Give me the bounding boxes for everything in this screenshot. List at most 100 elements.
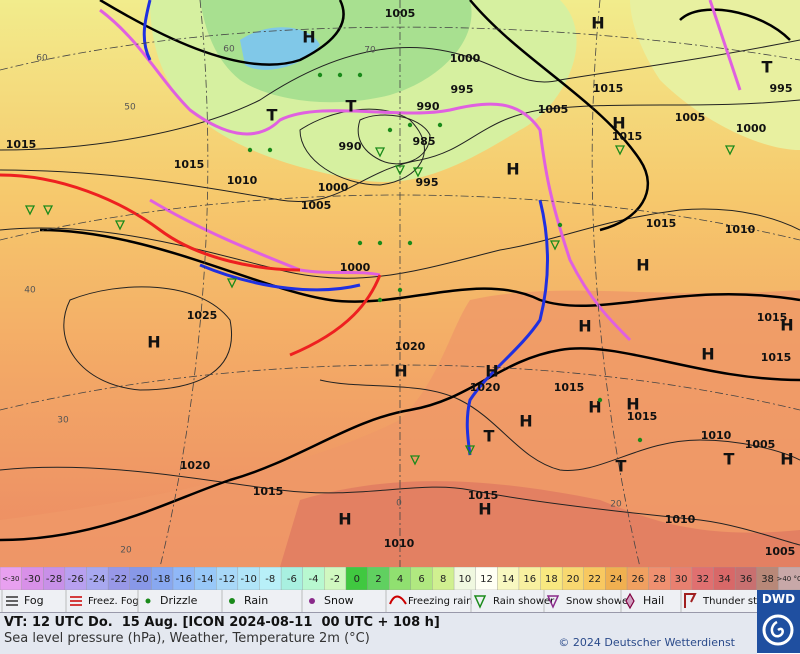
pressure-label: 995	[770, 82, 793, 95]
rain-symbol	[357, 240, 363, 246]
scale-label: -14	[197, 574, 213, 585]
graticule-line	[159, 0, 209, 567]
scale-label: <-30	[2, 575, 19, 583]
scale-label: -6	[287, 574, 297, 585]
scale-label: 36	[740, 574, 753, 585]
rain-symbol	[387, 127, 393, 133]
grid-label: 20	[610, 500, 622, 510]
scale-label: -18	[154, 574, 170, 585]
pressure-label: 995	[451, 83, 474, 96]
pressure-label: 1005	[765, 545, 796, 558]
graticule-line	[0, 26, 800, 71]
logo: DWD	[757, 590, 800, 653]
occluded-front	[99, 8, 632, 342]
rain-symbol	[377, 240, 383, 246]
graticule-line	[591, 0, 641, 567]
logo-swirl	[770, 620, 784, 638]
pressure-center: H	[394, 362, 407, 381]
legend-icon	[684, 593, 697, 608]
warm-front	[0, 173, 301, 272]
pressure-label: 1015	[761, 351, 792, 364]
pressure-label: 990	[417, 100, 440, 113]
scale-label: -16	[176, 574, 192, 585]
pressure-label: 1020	[395, 340, 426, 353]
pressure-label: 1000	[736, 122, 767, 135]
grid-label: 70	[364, 46, 376, 56]
grid-label: 60	[223, 45, 235, 55]
map: 1005 1000 995 990 985 990 995 1000 1005 1010 1015 1…	[0, 0, 800, 567]
pressure-label: 1025	[187, 309, 218, 322]
pressure-center: H	[478, 500, 491, 519]
legend-icon	[145, 598, 151, 604]
legend-label: Hail	[643, 594, 664, 607]
grid-label: 30	[57, 416, 69, 426]
legend-label: Thunder storm	[702, 596, 777, 607]
rain-symbol	[557, 222, 563, 228]
grid-label: 0	[396, 499, 402, 509]
rain-symbol	[397, 287, 403, 293]
pressure-label: 1015	[174, 158, 205, 171]
scale-label: 12	[480, 574, 493, 585]
pressure-label: 990	[339, 140, 362, 153]
warm-front	[289, 274, 382, 357]
shower-symbol	[374, 147, 386, 158]
shower-symbol	[412, 167, 424, 178]
shower-symbol	[464, 445, 476, 456]
rain-symbol	[377, 297, 383, 303]
scale-label: 22	[588, 574, 601, 585]
pressure-center: H	[612, 114, 625, 133]
pressure-center: H	[636, 256, 649, 275]
pressure-label: 1005	[745, 438, 776, 451]
pressure-label: 995	[416, 176, 439, 189]
rain-symbol	[637, 437, 643, 443]
isobar	[63, 286, 232, 391]
legend-label: Fog	[24, 594, 44, 607]
shower-symbol	[549, 240, 561, 251]
pressure-label: 1000	[450, 52, 481, 65]
pressure-label: 1015	[646, 217, 677, 230]
hot-area	[280, 481, 800, 567]
isobar-thick	[39, 228, 800, 307]
pressure-center: T	[724, 450, 735, 469]
rain-symbol	[317, 72, 323, 78]
pressure-center: T	[762, 58, 773, 77]
occluded-front	[149, 198, 381, 277]
map-labels: 1005 1000 995 990 985 990 995 1000 1005 1010 1015 1…	[6, 7, 796, 558]
grid-label: 60	[36, 54, 48, 64]
pressure-center: H	[591, 14, 604, 33]
rain-symbol	[597, 397, 603, 403]
scale-label: 18	[545, 574, 558, 585]
pressure-label: 1015	[627, 410, 658, 423]
scale-label: 34	[718, 574, 731, 585]
legend-icon	[473, 595, 487, 609]
pressure-label: 1010	[701, 429, 732, 442]
graticule-line	[0, 364, 800, 411]
occluded-front	[708, 0, 742, 91]
pressure-label: 1005	[538, 103, 569, 116]
cold-front	[465, 199, 549, 456]
grid-label: 20	[120, 546, 132, 556]
scale-label: 6	[418, 574, 424, 585]
cold-front	[142, 0, 152, 61]
pressure-label: 1015	[253, 485, 284, 498]
isobar-thick	[469, 0, 650, 232]
legend-label: Rain	[244, 594, 268, 607]
copyright: © 2024 Deutscher Wetterdienst	[558, 636, 735, 649]
pressure-center: H	[701, 345, 714, 364]
pressure-label: 1010	[725, 223, 756, 236]
cool-area-ne	[630, 0, 800, 150]
isobar	[0, 99, 800, 202]
pressure-label: 1015	[757, 311, 788, 324]
legend-icon	[229, 598, 235, 604]
pressure-center: H	[780, 316, 793, 335]
pressure-center: T	[616, 457, 627, 476]
logo-ring	[762, 614, 794, 646]
scale-label: 26	[631, 574, 644, 585]
legend-label: Freez. Fog	[88, 596, 139, 607]
cold-front	[199, 263, 361, 292]
pressure-label: 1020	[470, 381, 501, 394]
rain-symbol	[407, 122, 413, 128]
pressure-label: 1010	[227, 174, 258, 187]
legend-icon	[625, 592, 635, 610]
shower-symbol	[394, 165, 406, 176]
